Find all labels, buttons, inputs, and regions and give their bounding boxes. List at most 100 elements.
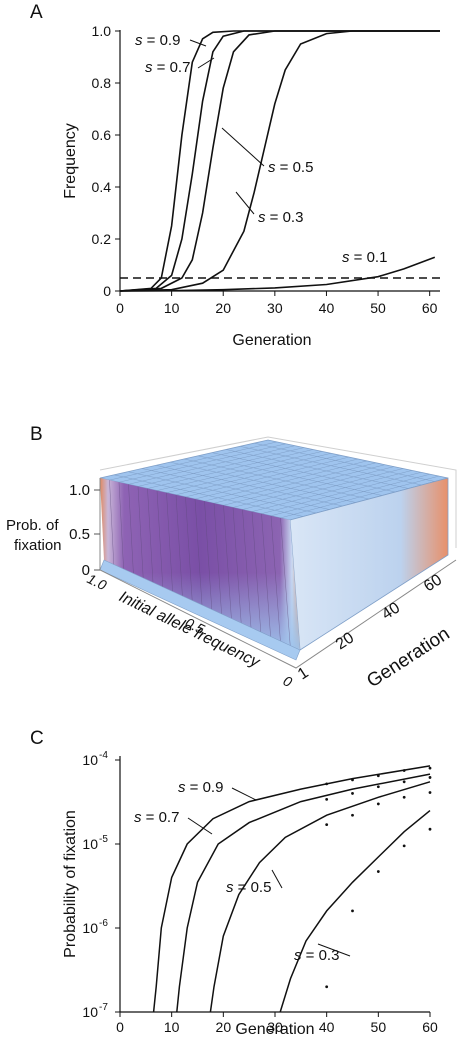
panel-b-grid-line xyxy=(137,486,144,579)
panel-b-grid-line xyxy=(232,507,242,624)
panel-b-y-tick-label: 20 xyxy=(333,629,357,653)
panel-c-dot xyxy=(325,985,329,989)
panel-a-series-label: s = 0.5 xyxy=(268,159,313,176)
panel-b-grid-line xyxy=(242,509,252,628)
panel-c-series-labels: s = 0.9 s = 0.7 s = 0.5 s = 0.3 xyxy=(134,779,351,964)
panel-b-grid-line xyxy=(270,515,281,642)
panel-a-series-label: s = 0.7 xyxy=(145,59,190,76)
panel-b-grid-line xyxy=(223,505,232,619)
panel-c-dot xyxy=(325,782,329,786)
panel-b-z-ticks: 1.0 0.5 0 xyxy=(69,482,100,579)
panel-a-ticks: 0 10 20 30 40 50 60 0 0.2 0.4 0.6 0.8 1.0 xyxy=(92,23,438,316)
panel-a-y-tick-label: 0.6 xyxy=(92,127,112,143)
panel-c-dot xyxy=(402,769,406,772)
panel-b-grid-line xyxy=(156,490,164,588)
panel-c-x-tick-label: 20 xyxy=(216,1019,232,1035)
panel-b-axes-frame xyxy=(99,478,457,669)
panel-b-grid-line xyxy=(127,471,317,514)
panel-b-grid-line xyxy=(113,474,304,517)
panel-c-x-label: Generation xyxy=(235,1021,314,1038)
panel-c-x-tick-label: 40 xyxy=(319,1019,335,1035)
panel-a-x-tick-label: 40 xyxy=(319,300,335,316)
panel-c-dot xyxy=(351,813,354,817)
panel-b-grid-line xyxy=(251,511,262,633)
panel-c-dot xyxy=(376,802,380,806)
panel-a-series-labels: s = 0.9 s = 0.7 s = 0.5 s = 0.3 s = 0.1 xyxy=(135,32,387,266)
panel-a-series-line xyxy=(119,30,440,292)
panel-c-label-leader xyxy=(231,787,257,801)
panel-c-y-tick-label: 10 xyxy=(82,920,98,936)
panel-b-grid-line xyxy=(194,498,203,606)
panel-b-grid-line xyxy=(166,492,173,592)
panel-b-grid-line xyxy=(253,442,435,482)
panel-b-x-tick-label: 0 xyxy=(281,672,295,690)
panel-b-grid-line xyxy=(128,484,134,574)
panel-a-x-tick-label: 50 xyxy=(370,300,386,316)
panel-a-x-tick-label: 20 xyxy=(215,300,231,316)
panel-b-grid-line xyxy=(169,461,356,503)
panel-b-grid-line xyxy=(261,513,271,637)
panel-b-grid-line xyxy=(280,517,291,646)
panel-a-label-leader xyxy=(189,39,207,47)
panel-c-dot xyxy=(325,797,329,801)
panel-a-x-tick-label: 60 xyxy=(422,300,438,316)
panel-a-series-line xyxy=(119,256,436,292)
panel-c-curves xyxy=(152,765,431,1013)
panel-b-grid-line xyxy=(197,455,383,496)
panel-c-dot xyxy=(428,791,432,794)
panel-b-grid-line xyxy=(141,468,330,510)
panel-a-x-tick-label: 30 xyxy=(267,300,283,316)
panel-b-x-tick-label: 1.0 xyxy=(85,570,110,593)
panel-b-grid-line xyxy=(155,465,343,507)
panel-a-series-line xyxy=(119,30,440,292)
panel-c-series-label: s = 0.9 xyxy=(178,779,223,796)
panel-a-x-tick-label: 0 xyxy=(116,300,124,316)
panel-a-series-label: s = 0.1 xyxy=(342,249,387,266)
panel-a-label: A xyxy=(30,2,43,23)
panel-c-y-tick-exponent: -6 xyxy=(99,918,108,929)
panel-b-top-grid xyxy=(109,441,440,519)
panel-c-series-label: s = 0.7 xyxy=(134,809,179,826)
panel-c-dot xyxy=(351,909,354,913)
panel-c-dot xyxy=(351,792,354,795)
panel-c-series-label: s = 0.3 xyxy=(294,947,339,964)
panel-c-dot xyxy=(402,795,406,799)
panel-c-dot xyxy=(402,780,406,784)
panel-b-label: B xyxy=(30,424,43,445)
panel-c-x-tick-label: 10 xyxy=(164,1019,180,1035)
panel-c-dot xyxy=(325,823,329,827)
panel-a-y-tick-label: 0 xyxy=(103,283,111,299)
panel-b-grid-line xyxy=(147,488,154,583)
panel-c-dot xyxy=(402,844,406,848)
panel-a-series-line xyxy=(119,30,440,292)
panel-a: A 0 10 20 30 40 50 60 0 0.2 0.4 0.6 0.8 1.0 s = 0.9 s… xyxy=(0,0,474,370)
panel-a-curves xyxy=(119,30,440,292)
panel-b-y-tick-label: 40 xyxy=(379,599,403,623)
panel-a-y-tick-label: 0.2 xyxy=(92,231,112,247)
panel-c-dot xyxy=(428,776,432,779)
panel-c-dot xyxy=(376,785,380,789)
panel-b-z-tick-label: 1.0 xyxy=(69,482,90,499)
panel-b-floor-surface xyxy=(99,559,301,661)
panel-c-label: C xyxy=(30,728,44,749)
panel-a-label-leader xyxy=(221,127,265,167)
panel-c: C 0 10 20 30 40 50 60 10 -7 10 -6 10 -5 10 -4 s = 0.9 s… xyxy=(0,722,474,1040)
panel-c-y-tick-exponent: -5 xyxy=(99,834,108,845)
panel-c-y-tick-label: 10 xyxy=(82,752,98,768)
panel-b-y-tick-label: 60 xyxy=(421,571,445,595)
panel-a-label-leader xyxy=(235,191,255,215)
panel-a-y-tick-label: 0.8 xyxy=(92,75,112,91)
panel-b-y-tick-label: 1 xyxy=(295,664,312,683)
panel-c-x-tick-label: 30 xyxy=(267,1019,283,1035)
panel-c-dot xyxy=(428,766,432,770)
panel-c-y-tick-label: 10 xyxy=(82,1004,98,1020)
panel-c-series-label: s = 0.5 xyxy=(226,879,271,896)
panel-c-y-tick-label: 10 xyxy=(82,836,98,852)
panel-c-y-tick-exponent: -7 xyxy=(99,1002,108,1013)
panel-c-dot xyxy=(428,827,432,831)
panel-b-front-grid xyxy=(109,480,291,646)
panel-c-series-line xyxy=(209,781,431,1013)
panel-b-x-tick-label: 0.5 xyxy=(183,614,208,637)
